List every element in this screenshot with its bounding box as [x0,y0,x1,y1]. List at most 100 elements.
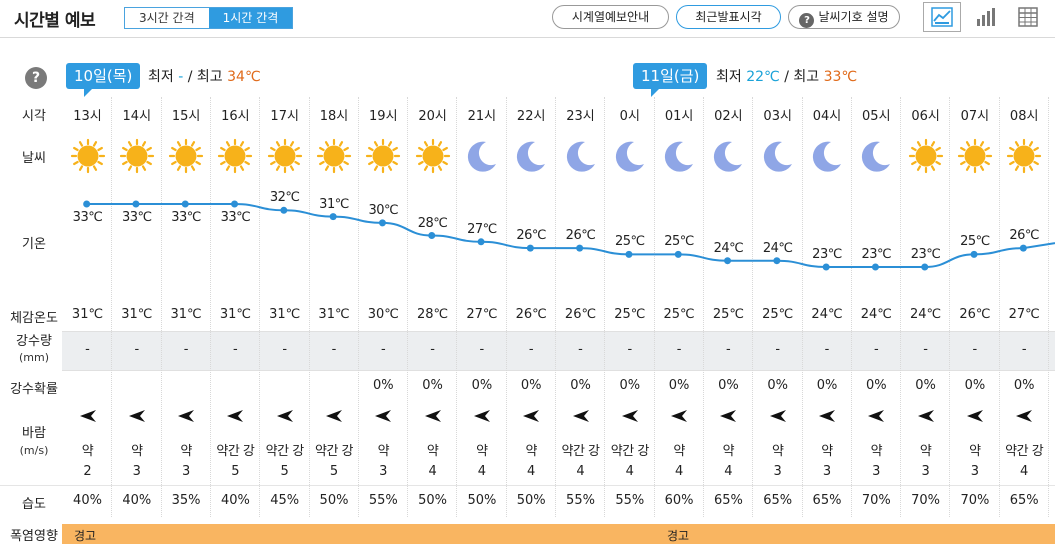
temperature-label: 26℃ [1009,228,1040,244]
humidity-value: 50% [319,493,349,508]
temperature-label: 24℃ [713,240,744,256]
tab-3-hour[interactable]: 3시간 간격 [125,8,209,28]
wind-strength: 약간 강 [1005,444,1044,459]
temperature-label: 23℃ [861,247,892,262]
column-divider [653,97,655,517]
day2-minmax: 최저 22℃ / 최고 33℃ [716,66,857,86]
wind-label: 바람 [22,426,46,441]
sunny-icon [260,138,309,174]
precip-value: - [627,342,633,357]
bar-view-button[interactable] [966,2,1004,32]
wind-arrow-icon [1000,398,1049,434]
precip-prob-value: 0% [915,378,936,393]
temperature-point [871,263,879,271]
clear-night-icon [507,138,556,174]
question-icon: ? [799,13,815,28]
hour-label: 07시 [960,109,990,124]
temperature-point [231,200,239,208]
heat-label-day2: 경고 [667,529,690,543]
temperature-point [378,219,386,227]
wind-arrow-icon [655,398,704,434]
wind-arrow-icon [852,398,901,434]
temperature-label: 28℃ [417,215,448,231]
precip-prob-value: 0% [372,378,394,393]
row-label-prob: 강수확률 [10,382,58,397]
timeseries-guide-button[interactable]: 시계열예보안내 [552,5,669,29]
wind-speed: 3 [181,464,191,479]
hour-label: 23시 [566,109,595,124]
recent-issue-button[interactable]: 최근발표시각 [676,5,781,29]
temperature-label: 25℃ [664,234,694,250]
wind-strength: 약간 강 [561,444,600,459]
temperature-label: 24℃ [762,240,793,256]
tab-1-hour[interactable]: 1시간 간격 [208,8,293,28]
sunny-icon [950,138,999,174]
humidity-value: 65% [812,493,842,508]
table-view-button[interactable] [1009,2,1047,32]
humidity-value: 55% [566,493,595,508]
column-divider [456,97,458,517]
precip-value: - [331,342,337,357]
date-badge-day1: 10일(목) [66,63,141,97]
precip-prob-value: 0% [570,378,591,393]
wind-arrow-icon [359,398,408,434]
temperature-label: 26℃ [516,228,547,244]
temperature-label: 30℃ [368,202,399,218]
min-label: 최저 [716,69,742,85]
weather-symbols-label: 날씨기호 설명 [818,10,889,24]
wind-strength: 약간 강 [314,444,354,459]
precip-unit: (mm) [18,351,49,364]
wind-arrow-icon [901,398,950,434]
feels-like-value: 27℃ [466,307,498,322]
wind-strength: 약간 강 [610,444,650,459]
temperature-point [526,244,534,252]
temperature-point [477,238,485,246]
column-divider [209,97,211,517]
temperature-label: 33℃ [220,210,251,225]
hour-label: 21시 [467,109,497,124]
max-label: 최고 [793,69,820,85]
feels-like-value: 31℃ [170,307,202,322]
feels-like-value: 31℃ [219,307,251,322]
clear-night-icon [556,138,605,174]
heat-label-day1: 경고 [74,529,97,543]
sunny-icon [1000,138,1049,174]
clear-night-icon [605,138,654,174]
temperature-label: 33℃ [72,210,103,225]
precip-label: 강수량 [16,334,52,349]
wind-arrow-icon [803,398,852,434]
humidity-value: 65% [763,493,793,508]
graph-view-button[interactable] [923,2,961,32]
wind-arrow-icon [950,398,999,434]
clear-night-icon [852,138,901,174]
wind-speed: 4 [576,464,585,479]
humidity-value: 40% [122,493,152,508]
temperature-label: 27℃ [467,221,497,237]
temperature-point [625,250,633,258]
weather-symbols-button[interactable]: ? 날씨기호 설명 [788,5,900,29]
heat-band [62,524,1055,544]
precip-prob-value: 0% [471,378,493,393]
help-icon[interactable]: ? [25,67,47,89]
feels-like-value: 31℃ [269,307,301,322]
wind-arrow-icon [63,398,112,434]
max-value: 33℃ [823,69,858,85]
feels-like-value: 27℃ [1008,307,1040,322]
precip-prob-value: 0% [619,378,641,393]
wind-strength: 약 [821,444,833,459]
wind-arrow-icon [162,398,211,434]
wind-arrow-icon [408,398,457,434]
precip-prob-value: 0% [718,378,739,393]
precip-value: - [676,342,682,357]
wind-speed: 5 [329,464,339,479]
max-label: 최고 [196,69,223,85]
feels-like-value: 28℃ [417,307,449,322]
hour-label: 18시 [319,109,349,124]
wind-unit: (m/s) [19,444,49,457]
precip-value: - [1021,342,1027,357]
wind-strength: 약 [426,444,439,459]
precip-value: - [380,342,386,357]
max-value: 34℃ [227,69,261,85]
wind-strength: 약 [771,444,784,459]
